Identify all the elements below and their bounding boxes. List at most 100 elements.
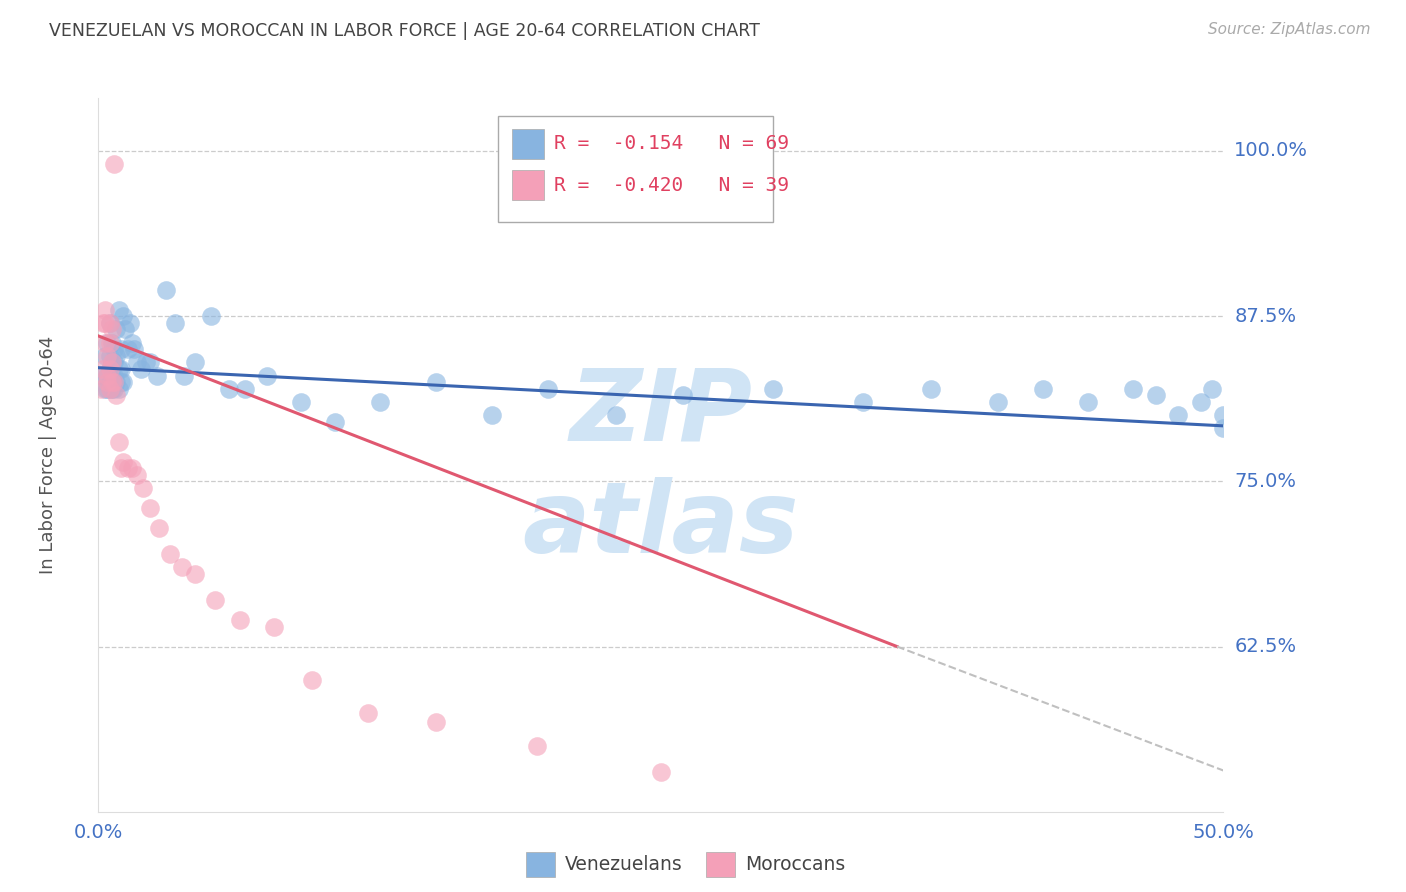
Point [987, 395, 1010, 409]
Point [173, 368, 195, 383]
Bar [526, 852, 555, 878]
Point [1144, 388, 1167, 402]
Point [98, 362, 121, 376]
Point [125, 467, 148, 482]
Point [94, 316, 117, 330]
Point [121, 461, 143, 475]
Point [103, 342, 125, 356]
Point [96, 376, 118, 390]
Point [1122, 382, 1144, 396]
Point [672, 388, 695, 402]
FancyBboxPatch shape [498, 116, 773, 221]
Point [1212, 421, 1234, 435]
Text: 100.0%: 100.0% [1234, 142, 1309, 161]
Text: R =  -0.420   N = 39: R = -0.420 N = 39 [554, 176, 789, 194]
Text: 75.0%: 75.0% [1234, 472, 1296, 491]
Point [762, 382, 785, 396]
Point [1032, 382, 1054, 396]
Point [233, 382, 256, 396]
Point [129, 362, 152, 376]
Point [91, 362, 114, 376]
Text: Source: ZipAtlas.com: Source: ZipAtlas.com [1208, 22, 1371, 37]
Point [184, 355, 207, 369]
Point [110, 376, 132, 390]
Point [920, 382, 942, 396]
Point [290, 395, 312, 409]
Point [114, 322, 136, 336]
Point [135, 355, 157, 369]
Point [110, 362, 132, 376]
Text: Venezuelans: Venezuelans [565, 855, 683, 874]
Point [118, 316, 141, 330]
Point [159, 547, 181, 561]
Point [94, 382, 117, 396]
Point [132, 481, 155, 495]
Point [103, 368, 125, 383]
Text: ZIP
atlas: ZIP atlas [523, 365, 799, 574]
Point [98, 376, 121, 390]
Point [218, 382, 240, 396]
Point [368, 395, 391, 409]
Point [148, 520, 170, 534]
Point [425, 714, 447, 729]
Point [103, 376, 125, 390]
Point [107, 302, 129, 317]
Point [105, 376, 128, 390]
Point [107, 362, 129, 376]
Point [101, 376, 124, 390]
Point [155, 283, 177, 297]
Point [301, 673, 323, 687]
Point [200, 309, 222, 323]
Point [96, 335, 118, 350]
Point [112, 309, 135, 323]
Point [98, 382, 121, 396]
Point [101, 355, 124, 369]
Point [110, 461, 132, 475]
Point [121, 335, 143, 350]
Point [481, 409, 503, 423]
Point [101, 368, 124, 383]
Point [98, 362, 121, 376]
Text: 62.5%: 62.5% [1234, 637, 1296, 656]
Point [1077, 395, 1099, 409]
Text: R =  -0.154   N = 69: R = -0.154 N = 69 [554, 135, 789, 153]
Point [103, 157, 125, 171]
Point [94, 349, 117, 363]
Point [96, 382, 118, 396]
Point [103, 382, 125, 396]
Point [204, 593, 226, 607]
Point [263, 620, 285, 634]
Point [101, 382, 124, 396]
Point [425, 376, 447, 390]
Point [650, 765, 672, 780]
Point [139, 355, 162, 369]
Point [101, 335, 124, 350]
Point [170, 560, 193, 574]
Point [605, 409, 627, 423]
Point [1201, 382, 1223, 396]
Point [96, 368, 118, 383]
Point [103, 355, 125, 369]
Bar [512, 170, 544, 200]
Point [94, 302, 117, 317]
Point [105, 322, 128, 336]
Point [98, 382, 121, 396]
Point [139, 500, 162, 515]
Point [117, 461, 139, 475]
Point [117, 342, 139, 356]
Point [163, 316, 186, 330]
Point [229, 613, 252, 627]
Point [110, 342, 132, 356]
Bar [706, 852, 735, 878]
Point [184, 566, 207, 581]
Text: VENEZUELAN VS MOROCCAN IN LABOR FORCE | AGE 20-64 CORRELATION CHART: VENEZUELAN VS MOROCCAN IN LABOR FORCE | … [49, 22, 761, 40]
Point [91, 368, 114, 383]
Text: 87.5%: 87.5% [1234, 307, 1296, 326]
Point [1167, 409, 1189, 423]
Point [107, 382, 129, 396]
Point [101, 355, 124, 369]
Point [537, 382, 560, 396]
Point [96, 349, 118, 363]
Point [125, 355, 148, 369]
Point [107, 434, 129, 449]
